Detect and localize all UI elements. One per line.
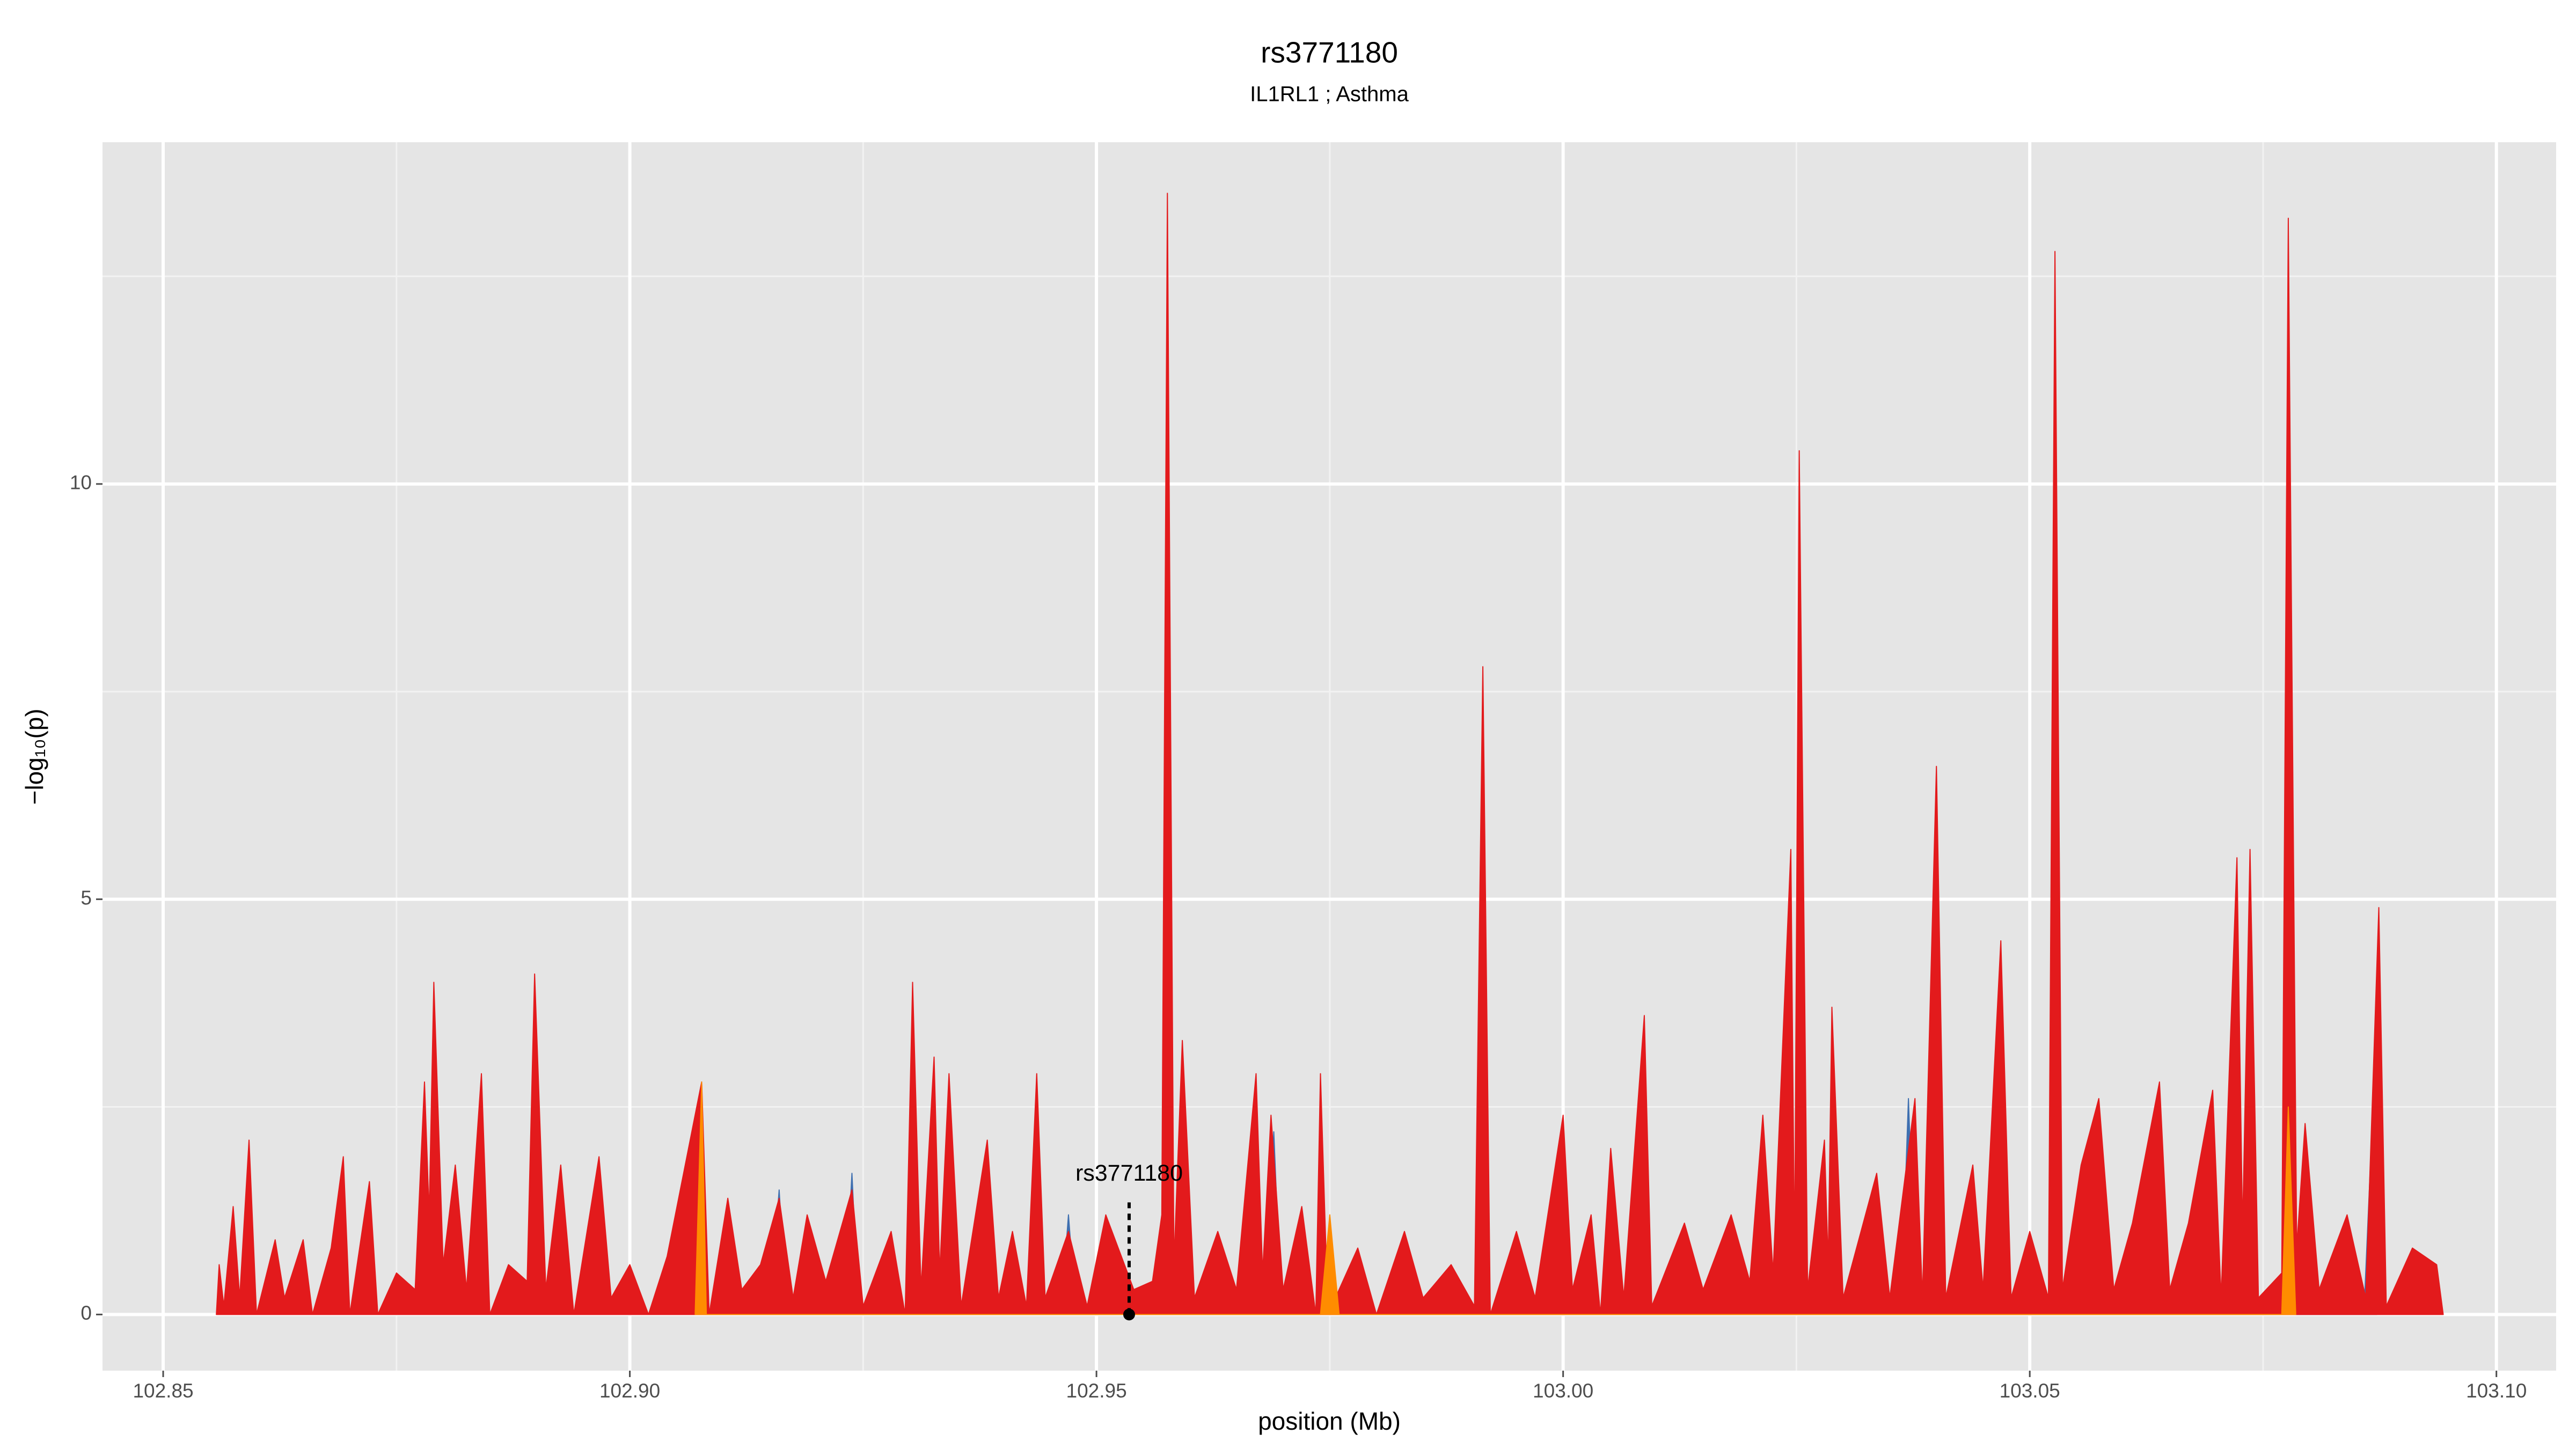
y-tick-label: 10 (70, 472, 92, 494)
x-axis-label: position (Mb) (1258, 1407, 1401, 1435)
chart-title: rs3771180 (1261, 36, 1398, 69)
y-axis-label: −log₁₀(p) (20, 708, 48, 804)
chart-subtitle: IL1RL1 ; Asthma (1250, 83, 1409, 106)
annotation-point (1123, 1308, 1135, 1321)
area (216, 193, 2444, 1315)
x-tick-label: 102.90 (599, 1380, 660, 1402)
x-tick-label: 103.05 (2000, 1380, 2060, 1402)
x-tick-label: 103.00 (1533, 1380, 1593, 1402)
area (694, 1081, 2296, 1315)
y-tick-label: 5 (80, 887, 92, 909)
annotation-label: rs3771180 (1075, 1160, 1183, 1186)
x-tick-label: 102.95 (1066, 1380, 1127, 1402)
x-tick-label: 103.10 (2466, 1380, 2527, 1402)
plot-area (216, 193, 2444, 1315)
x-tick-label: 102.85 (133, 1380, 193, 1402)
y-tick-label: 0 (80, 1302, 92, 1324)
